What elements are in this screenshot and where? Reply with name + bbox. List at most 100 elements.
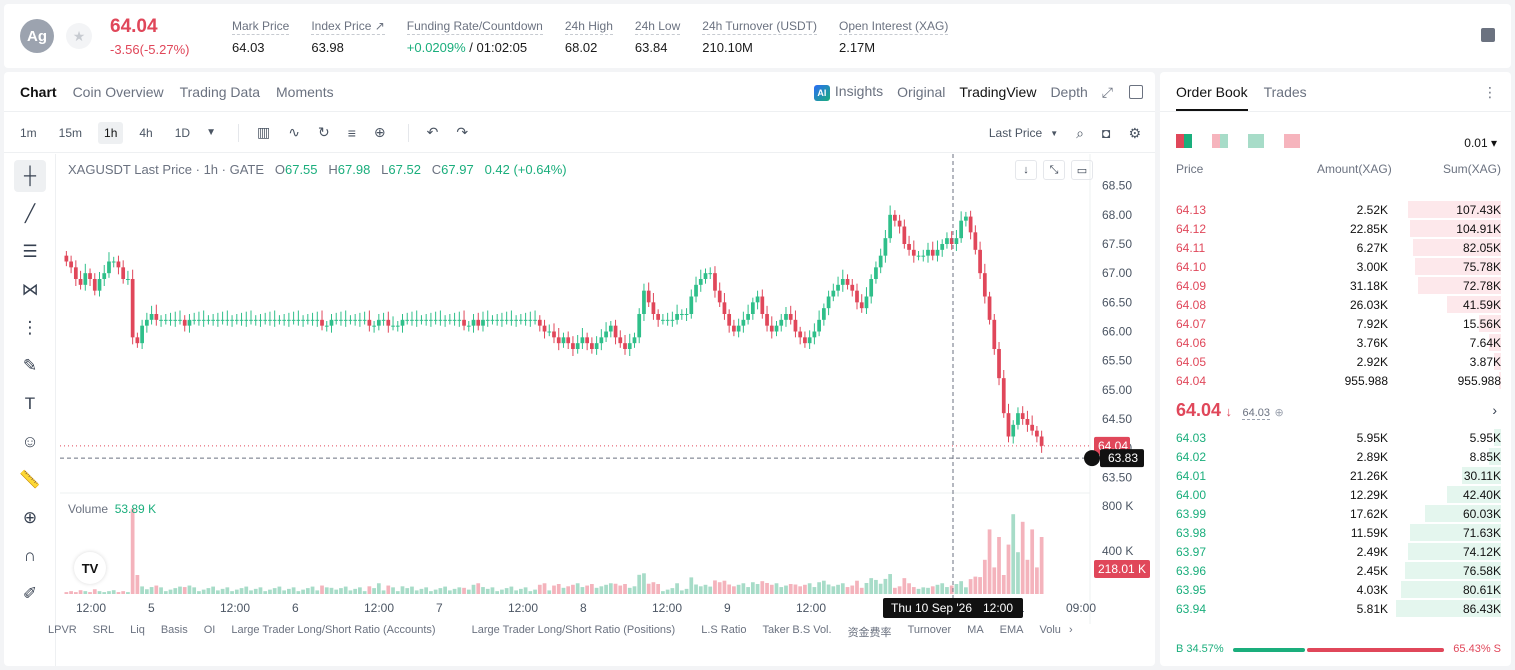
gear-icon[interactable]: ⚙: [1128, 124, 1141, 141]
bid-row[interactable]: 64.02 2.89K 8.85K: [1160, 447, 1511, 466]
ask-row[interactable]: 64.13 2.52K 107.43K: [1160, 200, 1511, 219]
bid-row[interactable]: 64.00 12.29K 42.40K: [1160, 485, 1511, 504]
indicator-funding[interactable]: 资金费率: [847, 627, 892, 639]
volume-bar: [533, 589, 537, 594]
crosshair-icon[interactable]: ┼: [14, 160, 46, 192]
ruler-icon[interactable]: 📏: [19, 470, 41, 489]
more-icon[interactable]: ⋮: [1483, 84, 1497, 100]
timeframe-15m[interactable]: 15m: [58, 125, 83, 140]
brush-icon[interactable]: ✎: [22, 356, 38, 375]
add-alert-icon[interactable]: ⊕: [373, 124, 386, 140]
redo-icon[interactable]: ↷: [456, 124, 469, 140]
indicator-ls-positions[interactable]: Large Trader Long/Short Ratio (Positions…: [471, 624, 676, 636]
favorite-star-icon[interactable]: ★: [66, 23, 92, 49]
indicator-basis[interactable]: Basis: [160, 624, 188, 636]
ask-row[interactable]: 64.09 31.18K 72.78K: [1160, 276, 1511, 295]
chevron-right-icon[interactable]: ›: [1492, 402, 1497, 418]
mode-both-icon[interactable]: [1176, 134, 1192, 148]
timeframe-4h[interactable]: 4h: [139, 125, 153, 140]
ask-row[interactable]: 64.06 3.76K 7.64K: [1160, 333, 1511, 352]
ask-row[interactable]: 64.10 3.00K 75.78K: [1160, 257, 1511, 276]
templates-icon[interactable]: ≡: [347, 124, 356, 141]
bid-row[interactable]: 63.94 5.81K 86.43K: [1160, 599, 1511, 618]
bid-row[interactable]: 63.98 11.59K 71.63K: [1160, 523, 1511, 542]
tab-order-book[interactable]: Order Book: [1176, 84, 1248, 111]
expand-icon[interactable]: ⤢: [1101, 83, 1113, 100]
auto-scale-icon[interactable]: ▭: [1071, 160, 1093, 180]
ask-row[interactable]: 64.11 6.27K 82.05K: [1160, 238, 1511, 257]
indicator-ls-ratio[interactable]: L.S Ratio: [701, 624, 747, 636]
tab-chart[interactable]: Chart: [20, 83, 57, 100]
bid-row[interactable]: 63.95 4.03K 80.61K: [1160, 580, 1511, 599]
indicator-lpvr[interactable]: LPVR: [48, 624, 77, 636]
timeframe-1h[interactable]: 1h: [98, 121, 124, 144]
ask-row[interactable]: 64.04 955.988 955.988: [1160, 371, 1511, 390]
mid-price-row[interactable]: 64.04 ↓ 64.03 ⊕ ›: [1176, 400, 1501, 422]
pattern-icon[interactable]: ⋈: [21, 280, 39, 299]
fib-icon[interactable]: ⋮: [21, 318, 39, 337]
tab-moments[interactable]: Moments: [276, 83, 334, 100]
bid-row[interactable]: 64.03 5.95K 5.95K: [1160, 428, 1511, 447]
candle-type-icon[interactable]: ▥: [256, 124, 271, 140]
tab-coin-overview[interactable]: Coin Overview: [72, 83, 164, 100]
timeframe-1d[interactable]: 1D: [174, 125, 191, 140]
mode-asks-icon[interactable]: [1212, 134, 1228, 148]
collapse-icon[interactable]: ⤡: [1043, 160, 1065, 180]
pencil-icon[interactable]: ✐: [22, 584, 38, 603]
indicators-icon[interactable]: ∿: [288, 124, 300, 140]
chevron-right-icon[interactable]: ›: [1068, 624, 1073, 636]
trend-line-icon[interactable]: ╱: [24, 204, 36, 223]
mode-sells-icon[interactable]: [1284, 134, 1300, 148]
tradingview-logo[interactable]: TV: [74, 552, 106, 584]
precision-select[interactable]: 0.01 ▾: [1464, 136, 1497, 150]
text-icon[interactable]: T: [24, 394, 36, 413]
book-icon[interactable]: [1481, 28, 1495, 42]
window-icon[interactable]: [1129, 85, 1143, 99]
scroll-down-icon[interactable]: ↓: [1015, 160, 1037, 180]
zoom-in-icon[interactable]: ⊕: [22, 508, 38, 527]
ask-row[interactable]: 64.05 2.92K 3.87K: [1160, 352, 1511, 371]
ask-row[interactable]: 64.07 7.92K 15.56K: [1160, 314, 1511, 333]
chevron-down-icon[interactable]: ▼: [206, 127, 216, 138]
bid-row[interactable]: 63.96 2.45K 76.58K: [1160, 561, 1511, 580]
emoji-icon[interactable]: ☺: [21, 432, 39, 451]
volume-tick-label: 400 K: [1102, 544, 1133, 558]
indicator-ls-accounts[interactable]: Large Trader Long/Short Ratio (Accounts): [231, 624, 436, 636]
tab-original[interactable]: Original: [897, 84, 946, 100]
price-chart[interactable]: 68.50 68.00 67.50 67.00 66.50 66.00 65.50 65.00…: [60, 154, 1155, 624]
ask-row[interactable]: 64.08 26.03K 41.59K: [1160, 295, 1511, 314]
indicator-taker-vol[interactable]: Taker B.S Vol.: [762, 624, 832, 636]
chevron-down-icon[interactable]: ▼: [1050, 128, 1059, 138]
timeframe-1m[interactable]: 1m: [20, 125, 37, 140]
tab-tradingview[interactable]: TradingView: [959, 84, 1037, 100]
horizontal-lines-icon[interactable]: ☰: [22, 242, 38, 261]
tab-depth[interactable]: Depth: [1050, 84, 1088, 100]
search-icon[interactable]: ⌕: [1076, 124, 1084, 141]
ask-row[interactable]: 64.12 22.85K 104.91K: [1160, 219, 1511, 238]
indicator-ema[interactable]: EMA: [999, 624, 1024, 636]
tab-trading-data[interactable]: Trading Data: [179, 83, 261, 100]
bid-row[interactable]: 64.01 21.26K 30.11K: [1160, 466, 1511, 485]
mode-bids-icon[interactable]: [1248, 134, 1264, 148]
indicator-ma[interactable]: MA: [967, 624, 984, 636]
undo-icon[interactable]: ↶: [426, 124, 439, 140]
camera-icon[interactable]: ◘: [1101, 125, 1111, 141]
bid-row[interactable]: 63.97 2.49K 74.12K: [1160, 542, 1511, 561]
last-price-select[interactable]: Last Price: [988, 126, 1043, 140]
magnet-icon[interactable]: ∩: [23, 546, 37, 565]
indicator-liq[interactable]: Liq: [130, 624, 145, 636]
chart-area[interactable]: 68.50 68.00 67.50 67.00 66.50 66.00 65.50 65.00…: [60, 154, 1155, 666]
volume-bar: [268, 589, 272, 594]
row-amount: 2.49K: [1356, 545, 1388, 559]
tab-trades[interactable]: Trades: [1263, 83, 1307, 100]
y-tick-label: 65.00: [1102, 383, 1132, 397]
indicator-turnover[interactable]: Turnover: [907, 624, 952, 636]
stat-index-price[interactable]: Index Price ↗ 63.98: [311, 17, 385, 55]
bid-row[interactable]: 63.99 17.62K 60.03K: [1160, 504, 1511, 523]
indicator-volume[interactable]: Volu: [1039, 624, 1061, 636]
tab-insights[interactable]: AI Insights: [813, 83, 883, 101]
volume-bar: [144, 589, 149, 594]
indicator-srl[interactable]: SRL: [92, 624, 115, 636]
replay-icon[interactable]: ↻: [317, 124, 330, 140]
indicator-oi[interactable]: OI: [203, 624, 216, 636]
